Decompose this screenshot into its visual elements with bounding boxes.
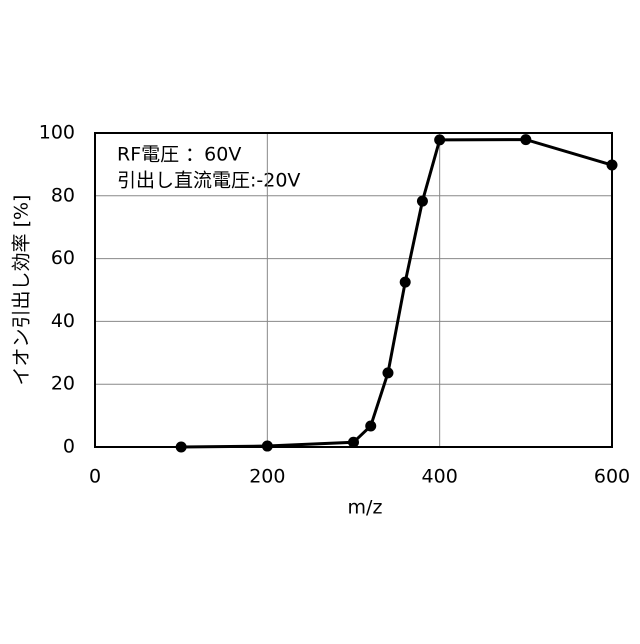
y-tick-label: 40 bbox=[51, 310, 75, 332]
x-tick-label: 200 bbox=[249, 466, 285, 488]
x-tick-label: 600 bbox=[594, 466, 630, 488]
marker bbox=[382, 367, 393, 378]
marker bbox=[176, 442, 187, 453]
y-axis-label: イオン引出し効率 [%] bbox=[11, 195, 33, 386]
marker bbox=[417, 196, 428, 207]
marker bbox=[434, 134, 445, 145]
y-tick-label: 80 bbox=[51, 184, 75, 206]
marker bbox=[348, 437, 359, 448]
y-tick-label: 60 bbox=[51, 247, 75, 269]
y-tick-label: 20 bbox=[51, 373, 75, 395]
marker bbox=[607, 160, 618, 171]
annotation: 引出し直流電圧:-20V bbox=[117, 170, 300, 192]
y-tick-label: 100 bbox=[39, 122, 75, 144]
x-axis-label: m/z bbox=[348, 497, 383, 519]
marker bbox=[365, 420, 376, 431]
marker bbox=[262, 441, 273, 452]
y-tick-label: 0 bbox=[63, 436, 75, 458]
chart: m/z イオン引出し効率 [%] RF電圧 ：60V 引出し直流電圧:-20V … bbox=[0, 0, 640, 640]
marker bbox=[520, 134, 531, 145]
x-tick-label: 0 bbox=[89, 466, 101, 488]
x-tick-label: 400 bbox=[422, 466, 458, 488]
annotation: RF電圧 ：60V bbox=[117, 144, 241, 166]
marker bbox=[400, 277, 411, 288]
